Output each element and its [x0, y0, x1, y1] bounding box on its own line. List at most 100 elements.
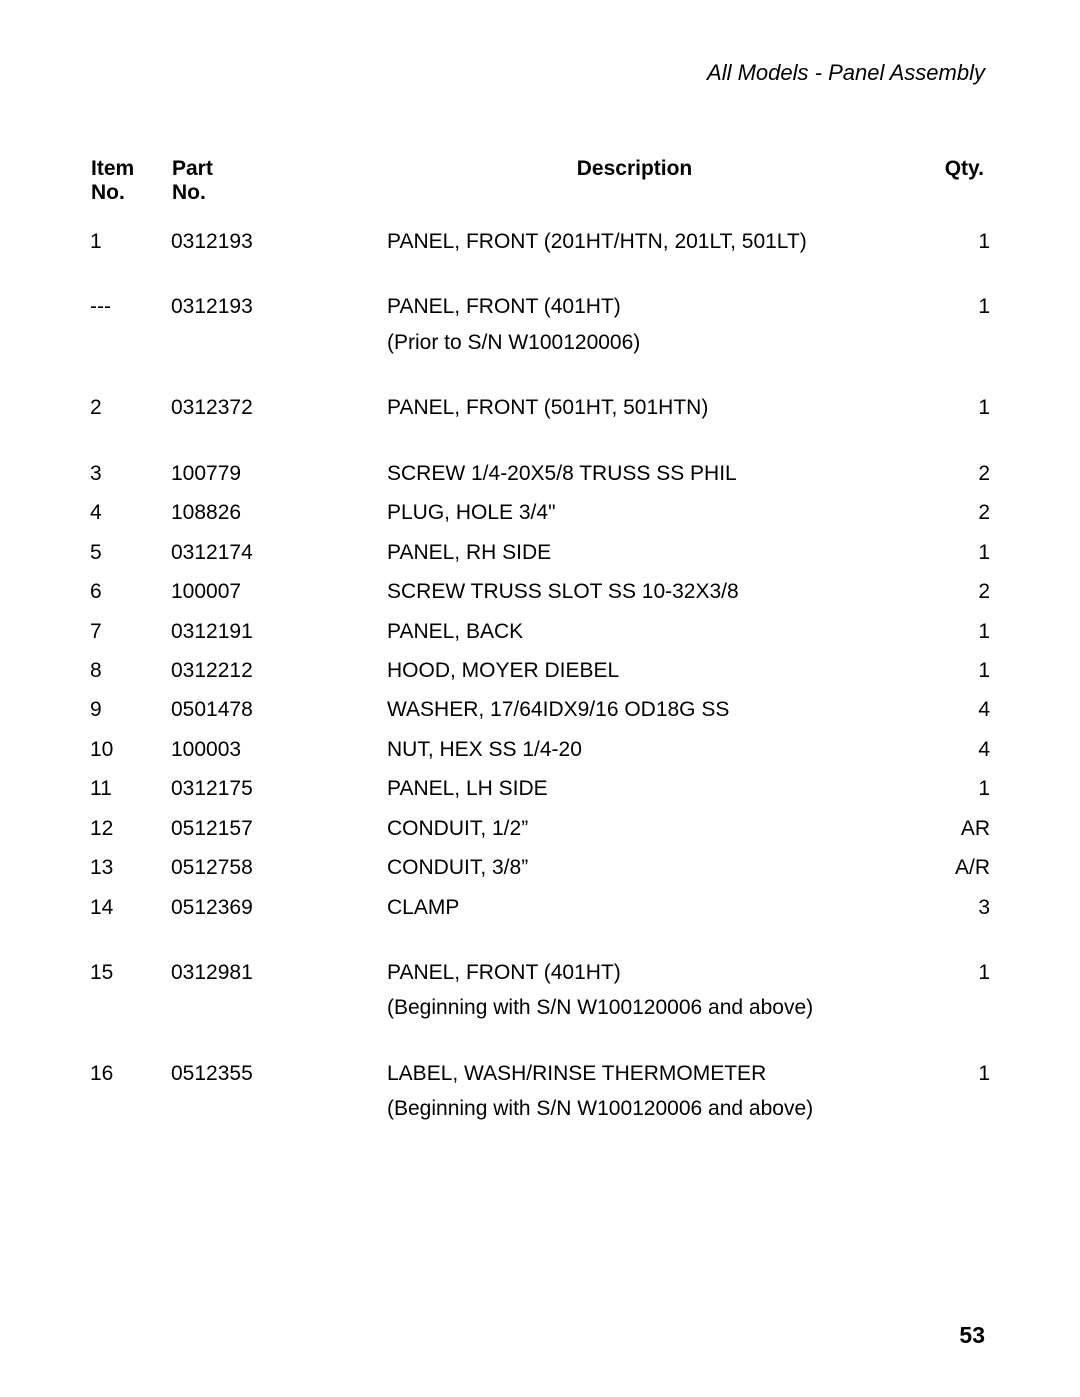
cell-description: CONDUIT, 1/2” [387, 810, 882, 849]
cell-description: WASHER, 17/64IDX9/16 OD18G SS [387, 691, 882, 730]
table-header-row: Item No. Part No. Description Qty. [90, 156, 990, 223]
header-item-line1: Item [91, 157, 134, 180]
header-part-line2: No. [172, 181, 206, 204]
cell-qty: 2 [882, 494, 990, 533]
cell-item: 6 [90, 573, 171, 612]
cell-part [171, 328, 387, 363]
cell-item: 3 [90, 455, 171, 494]
cell-description: CONDUIT, 3/8” [387, 849, 882, 888]
cell-description: (Beginning with S/N W100120006 and above… [387, 993, 882, 1028]
cell-description: SCREW TRUSS SLOT SS 10-32X3/8 [387, 573, 882, 612]
cell-qty: 1 [882, 770, 990, 809]
cell-description: PANEL, FRONT (401HT) [387, 288, 882, 327]
table-row: 120512157CONDUIT, 1/2”AR [90, 810, 990, 849]
table-row [90, 262, 990, 288]
header-part-line1: Part [172, 157, 213, 180]
cell-part: 0312981 [171, 954, 387, 993]
cell-item [90, 1094, 171, 1129]
cell-qty: 3 [882, 889, 990, 928]
cell-part: 0512369 [171, 889, 387, 928]
table-row [90, 928, 990, 954]
cell-part: 0512157 [171, 810, 387, 849]
cell-item [90, 993, 171, 1028]
page-subtitle: All Models - Panel Assembly [90, 60, 990, 86]
header-qty: Qty. [882, 156, 990, 223]
cell-item: 10 [90, 731, 171, 770]
cell-part: 0512758 [171, 849, 387, 888]
cell-item: 16 [90, 1055, 171, 1094]
cell-qty: 4 [882, 691, 990, 730]
cell-qty: 2 [882, 455, 990, 494]
cell-item: 7 [90, 613, 171, 652]
table-row: 110312175PANEL, LH SIDE1 [90, 770, 990, 809]
table-row: (Prior to S/N W100120006) [90, 328, 990, 363]
page-number: 53 [959, 1322, 985, 1349]
cell-part [171, 1094, 387, 1129]
spacer-cell [90, 1029, 990, 1055]
cell-qty [882, 328, 990, 363]
table-row: 3100779SCREW 1/4-20X5/8 TRUSS SS PHIL2 [90, 455, 990, 494]
header-description: Description [387, 156, 882, 223]
cell-description: PLUG, HOLE 3/4" [387, 494, 882, 533]
cell-item: 8 [90, 652, 171, 691]
table-row: 10100003NUT, HEX SS 1/4-204 [90, 731, 990, 770]
table-row [90, 363, 990, 389]
cell-description: SCREW 1/4-20X5/8 TRUSS SS PHIL [387, 455, 882, 494]
cell-part: 0512355 [171, 1055, 387, 1094]
cell-qty: 1 [882, 1055, 990, 1094]
cell-part: 0312175 [171, 770, 387, 809]
cell-qty: 1 [882, 613, 990, 652]
cell-description: PANEL, LH SIDE [387, 770, 882, 809]
cell-item: 5 [90, 534, 171, 573]
cell-qty: 1 [882, 223, 990, 262]
table-row: 70312191PANEL, BACK1 [90, 613, 990, 652]
cell-description: PANEL, FRONT (501HT, 501HTN) [387, 389, 882, 428]
cell-part: 0312372 [171, 389, 387, 428]
table-row [90, 429, 990, 455]
header-item-line2: No. [91, 181, 125, 204]
cell-item: 12 [90, 810, 171, 849]
cell-description: PANEL, RH SIDE [387, 534, 882, 573]
cell-qty: A/R [882, 849, 990, 888]
table-row: 90501478WASHER, 17/64IDX9/16 OD18G SS4 [90, 691, 990, 730]
cell-part: 0312191 [171, 613, 387, 652]
cell-qty: 1 [882, 652, 990, 691]
table-row: 4108826PLUG, HOLE 3/4"2 [90, 494, 990, 533]
table-row: 130512758CONDUIT, 3/8”A/R [90, 849, 990, 888]
spacer-cell [90, 262, 990, 288]
header-item: Item No. [90, 156, 171, 223]
spacer-cell [90, 928, 990, 954]
cell-description: (Prior to S/N W100120006) [387, 328, 882, 363]
cell-item: --- [90, 288, 171, 327]
document-page: All Models - Panel Assembly Item No. Par… [0, 0, 1080, 1397]
cell-part: 0312212 [171, 652, 387, 691]
table-row: (Beginning with S/N W100120006 and above… [90, 993, 990, 1028]
cell-description: PANEL, BACK [387, 613, 882, 652]
cell-description: (Beginning with S/N W100120006 and above… [387, 1094, 882, 1129]
table-row: 6100007SCREW TRUSS SLOT SS 10-32X3/82 [90, 573, 990, 612]
cell-qty: 2 [882, 573, 990, 612]
spacer-cell [90, 429, 990, 455]
cell-part: 108826 [171, 494, 387, 533]
cell-qty: 1 [882, 954, 990, 993]
table-row: 80312212HOOD, MOYER DIEBEL1 [90, 652, 990, 691]
cell-description: PANEL, FRONT (201HT/HTN, 201LT, 501LT) [387, 223, 882, 262]
cell-qty: AR [882, 810, 990, 849]
cell-item: 11 [90, 770, 171, 809]
cell-item: 15 [90, 954, 171, 993]
cell-description: PANEL, FRONT (401HT) [387, 954, 882, 993]
cell-qty: 4 [882, 731, 990, 770]
cell-description: CLAMP [387, 889, 882, 928]
cell-qty [882, 993, 990, 1028]
table-row: 160512355LABEL, WASH/RINSE THERMOMETER1 [90, 1055, 990, 1094]
cell-item: 13 [90, 849, 171, 888]
cell-item: 2 [90, 389, 171, 428]
cell-part: 0312174 [171, 534, 387, 573]
cell-item: 4 [90, 494, 171, 533]
table-row: 140512369CLAMP3 [90, 889, 990, 928]
cell-part: 0501478 [171, 691, 387, 730]
cell-qty: 1 [882, 534, 990, 573]
cell-description: NUT, HEX SS 1/4-20 [387, 731, 882, 770]
spacer-cell [90, 363, 990, 389]
cell-item: 9 [90, 691, 171, 730]
